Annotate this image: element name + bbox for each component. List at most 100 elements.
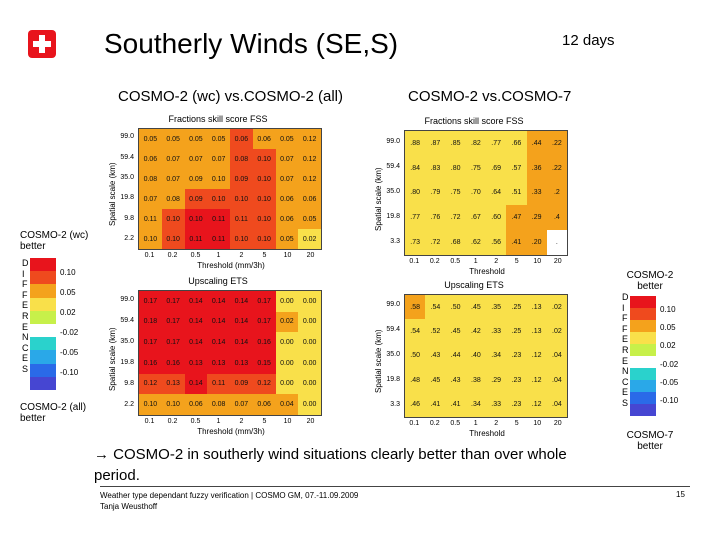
difference-letter: E	[622, 387, 629, 398]
x-tick-label: 0.2	[167, 418, 178, 425]
heatmap-cell: 0.05	[275, 129, 299, 149]
heatmap-cell: .20	[526, 230, 547, 255]
x-tick-label: 0.2	[429, 258, 440, 265]
heatmap-cell: 0.10	[230, 229, 253, 249]
difference-values-left: 0.10 0.05 0.02 -0.02 -0.05 -0.10	[60, 262, 78, 382]
panel-title: Fractions skill score FSS	[424, 116, 524, 126]
difference-letter: E	[622, 334, 629, 345]
heatmap-cell: 0.17	[252, 311, 276, 333]
x-tick-label: 10	[533, 258, 542, 265]
x-tick-label: 5	[514, 420, 519, 427]
y-tick-label: 35.0	[120, 337, 134, 345]
heatmap-cell: 0.14	[184, 373, 208, 395]
x-tick-label: 20	[306, 418, 315, 425]
heatmap-cell: .02	[546, 319, 567, 344]
heatmap-cell: .22	[546, 155, 567, 181]
footer-divider	[100, 486, 690, 487]
heatmap-cell: 0.12	[252, 373, 276, 395]
panel-title: Upscaling ETS	[188, 276, 248, 286]
difference-letter: E	[22, 353, 29, 364]
x-tick-label: 0.5	[450, 258, 461, 265]
heatmap-cell: .04	[546, 392, 567, 417]
y-tick-label: 19.8	[386, 213, 400, 221]
heatmap-cell: 0.08	[161, 189, 185, 209]
difference-values-right: 0.10 0.05 0.02 -0.02 -0.05 -0.10	[660, 300, 678, 410]
heatmap-cell: .29	[486, 368, 507, 393]
difference-letter: E	[622, 355, 629, 366]
heatmap-cell: .50	[445, 295, 466, 320]
y-axis-label: Spatial scale (km)	[108, 162, 117, 226]
heatmap-cell: 0.16	[161, 352, 185, 374]
x-tick-labels: 0.1 0.2 0.5 1 2 5 10 20	[404, 420, 568, 427]
legend-swatch	[630, 308, 656, 320]
heatmap-cell: .36	[526, 155, 547, 181]
x-tick-label: 1	[473, 420, 478, 427]
heatmap-cell: .44	[445, 343, 466, 369]
heatmap-cell: 0.11	[207, 209, 230, 229]
heatmap-cell: 0.10	[161, 229, 185, 249]
difference-letter: C	[22, 342, 29, 353]
difference-colorbar-left	[30, 258, 56, 391]
heatmap-cell: .77	[405, 205, 426, 231]
x-tick-label: 1	[216, 418, 221, 425]
legend-value: -0.10	[60, 367, 79, 377]
heatmap-cell: .22	[546, 131, 567, 156]
heatmap-cell: 0.14	[230, 332, 253, 353]
heatmap-cell: .88	[405, 131, 426, 156]
heatmap-cell: 0.06	[252, 129, 276, 149]
difference-letter: S	[622, 397, 629, 408]
panel-title: Fractions skill score FSS	[168, 114, 268, 124]
legend-swatch	[630, 332, 656, 344]
x-tick-label: 20	[553, 258, 562, 265]
heatmap-cell: 0.00	[298, 373, 321, 395]
x-axis-label: Threshold	[469, 267, 505, 276]
heatmap-cell: 0.11	[207, 229, 230, 249]
heatmap-cell: .80	[405, 180, 426, 206]
heatmap-cell: 0.14	[207, 311, 230, 333]
difference-letter: E	[22, 300, 29, 311]
y-tick-label: 2.2	[124, 400, 134, 408]
y-axis-label: Spatial scale (km)	[374, 329, 383, 394]
heatmap-cell: .87	[425, 131, 446, 156]
heatmap-cell: .46	[405, 392, 426, 417]
difference-letter: F	[22, 279, 28, 290]
difference-letter: D	[22, 258, 29, 268]
heatmap-cell: 0.12	[298, 149, 321, 169]
heatmap-cell: 0.14	[207, 332, 230, 353]
y-tick-label: 9.8	[124, 379, 134, 387]
heatmap-cell: .54	[405, 319, 426, 344]
heatmap-cell: 0.00	[275, 352, 299, 374]
y-tick-label: 99.0	[386, 137, 400, 145]
heatmap-cell: 0.11	[207, 373, 230, 395]
legend-swatch	[630, 404, 656, 416]
heatmap-cell: 0.00	[275, 291, 299, 312]
heatmap-cell: 0.00	[298, 394, 321, 415]
heatmap-cell: .42	[465, 319, 486, 344]
heatmap-cell: 0.16	[139, 352, 162, 374]
difference-letter: R	[22, 310, 29, 321]
conclusion-text: → COSMO-2 in southerly wind situations c…	[94, 446, 567, 484]
heatmap-cell: 0.07	[161, 149, 185, 169]
difference-letter: D	[622, 292, 629, 302]
heatmap-cell: .33	[486, 392, 507, 417]
heatmap-cell: 0.10	[207, 189, 230, 209]
heatmap-cell: .57	[506, 155, 527, 181]
legend-value: -0.10	[660, 396, 679, 406]
footer-line-2: Tanja Weusthoff	[100, 502, 158, 511]
heatmap-grid: 0.05 0.05 0.05 0.05 0.06 0.06 0.05 0.12 0.06 0.07…	[138, 128, 322, 250]
heatmap-cell: .33	[486, 319, 507, 344]
heatmap-cell: 0.10	[252, 169, 276, 189]
x-tick-labels: 0.1 0.2 0.5 1 2 5 10 20	[138, 252, 322, 259]
heatmap-cell: 0.00	[298, 352, 321, 374]
heatmap-cell: 0.06	[275, 189, 299, 209]
heatmap-cell: 0.06	[252, 394, 276, 415]
difference-letter: I	[622, 302, 625, 313]
heatmap-cell: 0.17	[252, 291, 276, 312]
y-tick-label: 59.4	[386, 326, 400, 334]
heatmap-cell: .82	[465, 131, 486, 156]
heatmap-cell: .04	[546, 343, 567, 369]
heatmap-cell: 0.05	[207, 129, 230, 149]
legend-swatch	[30, 363, 56, 377]
y-tick-label: 3.3	[390, 400, 400, 408]
